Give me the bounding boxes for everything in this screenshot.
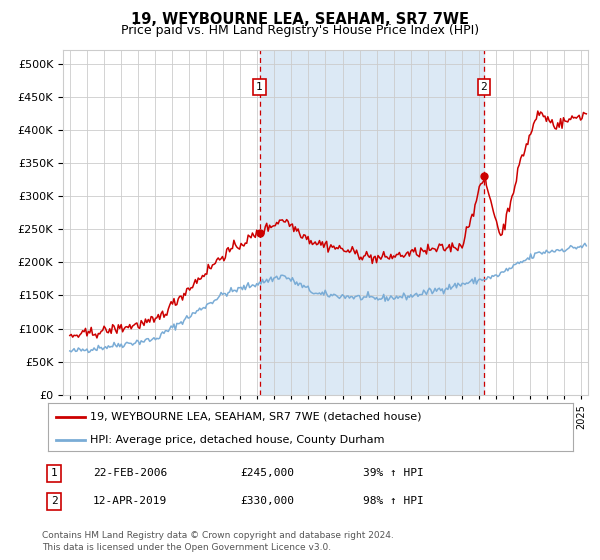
Text: 12-APR-2019: 12-APR-2019	[93, 496, 167, 506]
Text: Contains HM Land Registry data © Crown copyright and database right 2024.: Contains HM Land Registry data © Crown c…	[42, 531, 394, 540]
Bar	[260, 50, 484, 395]
Text: 1: 1	[50, 468, 58, 478]
Text: 98% ↑ HPI: 98% ↑ HPI	[363, 496, 424, 506]
Text: Price paid vs. HM Land Registry's House Price Index (HPI): Price paid vs. HM Land Registry's House …	[121, 24, 479, 36]
Text: 39% ↑ HPI: 39% ↑ HPI	[363, 468, 424, 478]
Text: 2: 2	[481, 82, 487, 92]
Text: 1: 1	[256, 82, 263, 92]
Text: HPI: Average price, detached house, County Durham: HPI: Average price, detached house, Coun…	[90, 435, 385, 445]
Text: 22-FEB-2006: 22-FEB-2006	[93, 468, 167, 478]
Text: £330,000: £330,000	[240, 496, 294, 506]
Text: 2: 2	[50, 496, 58, 506]
Text: This data is licensed under the Open Government Licence v3.0.: This data is licensed under the Open Gov…	[42, 543, 331, 552]
Text: 19, WEYBOURNE LEA, SEAHAM, SR7 7WE (detached house): 19, WEYBOURNE LEA, SEAHAM, SR7 7WE (deta…	[90, 412, 421, 422]
Text: 19, WEYBOURNE LEA, SEAHAM, SR7 7WE: 19, WEYBOURNE LEA, SEAHAM, SR7 7WE	[131, 12, 469, 27]
Text: £245,000: £245,000	[240, 468, 294, 478]
